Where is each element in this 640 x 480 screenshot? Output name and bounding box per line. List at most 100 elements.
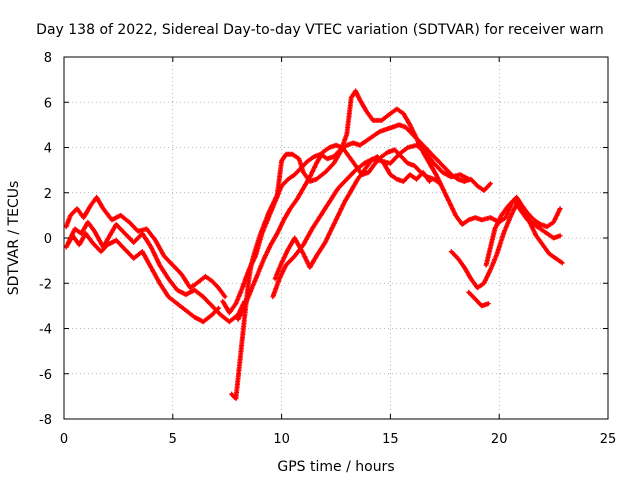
data-point — [395, 107, 399, 111]
data-point — [230, 392, 234, 396]
data-point — [180, 272, 183, 276]
data-point — [201, 320, 205, 324]
data-point — [175, 302, 179, 305]
x-tick-label: 5 — [169, 432, 177, 447]
y-axis-label: SDTVAR / TECUs — [6, 181, 22, 296]
data-point — [365, 139, 368, 143]
data-point — [406, 161, 410, 165]
x-tick-label: 15 — [382, 432, 399, 447]
data-point — [238, 356, 242, 360]
data-point — [434, 173, 438, 177]
data-point — [539, 223, 542, 226]
series-track-d — [220, 122, 493, 316]
data-point — [228, 311, 231, 315]
data-point — [423, 146, 427, 149]
data-point — [140, 232, 144, 235]
data-point — [352, 141, 355, 145]
data-point — [412, 164, 416, 168]
data-point — [210, 279, 214, 283]
data-point — [284, 152, 288, 156]
data-point — [288, 207, 292, 211]
data-point — [430, 152, 434, 156]
data-point — [167, 277, 170, 281]
data-point — [467, 177, 471, 181]
data-point — [358, 98, 362, 102]
data-point — [502, 232, 505, 235]
data-point — [175, 288, 179, 292]
data-point — [508, 216, 512, 220]
y-tick-label: 8 — [44, 51, 52, 66]
data-point — [456, 257, 460, 260]
data-point — [201, 295, 205, 299]
data-point — [397, 123, 401, 127]
data-point — [432, 161, 436, 165]
series-line — [230, 89, 562, 400]
data-point — [293, 254, 297, 258]
data-point — [362, 168, 366, 172]
x-tick-label: 25 — [600, 432, 617, 447]
data-point — [371, 119, 375, 122]
data-point — [293, 236, 297, 240]
y-tick-label: 4 — [44, 142, 52, 157]
data-point — [504, 216, 508, 220]
y-tick-label: -4 — [39, 323, 52, 338]
data-point — [519, 209, 523, 213]
data-point — [158, 281, 162, 285]
data-point — [380, 155, 384, 159]
data-point — [310, 227, 314, 231]
data-point — [336, 214, 340, 217]
data-point — [275, 193, 279, 197]
data-point — [480, 218, 484, 222]
data-point — [273, 277, 277, 281]
data-point — [108, 234, 112, 238]
data-point — [547, 252, 551, 256]
data-point — [332, 155, 336, 159]
data-point — [295, 198, 299, 201]
data-point — [339, 150, 342, 154]
data-point — [145, 227, 149, 231]
series-track-j — [466, 289, 491, 309]
data-point — [552, 236, 555, 240]
series-track-c — [63, 231, 221, 325]
data-point — [373, 161, 377, 165]
data-point — [188, 286, 192, 290]
data-point — [552, 220, 555, 224]
data-point — [358, 143, 362, 147]
data-point — [345, 132, 349, 136]
data-point — [158, 263, 162, 267]
data-point — [443, 166, 447, 170]
data-point — [458, 173, 462, 177]
data-point — [441, 171, 444, 174]
data-point — [545, 232, 549, 235]
data-point — [513, 198, 516, 201]
data-point — [428, 180, 431, 183]
y-tick-label: -6 — [39, 368, 52, 383]
data-point — [493, 227, 497, 231]
series-markers — [63, 231, 221, 325]
data-point — [354, 89, 357, 93]
data-point — [106, 243, 109, 247]
data-point — [489, 182, 492, 186]
data-point — [482, 281, 486, 285]
series-line — [273, 155, 431, 281]
data-point — [256, 272, 260, 276]
series-line — [64, 232, 220, 324]
data-point — [315, 254, 318, 258]
data-point — [262, 257, 266, 260]
series-markers — [220, 122, 493, 316]
data-point — [286, 177, 290, 181]
series-track-f — [235, 142, 443, 322]
data-point — [421, 171, 425, 174]
data-point — [463, 266, 466, 269]
data-point — [234, 397, 238, 400]
data-point — [269, 243, 273, 247]
data-point — [356, 177, 360, 181]
series-line — [449, 202, 564, 290]
data-point — [204, 275, 207, 278]
data-point — [241, 286, 244, 290]
data-point — [140, 250, 144, 254]
series-track-e — [229, 88, 563, 402]
data-point — [193, 288, 197, 292]
data-point — [132, 241, 136, 244]
data-point — [308, 175, 312, 179]
